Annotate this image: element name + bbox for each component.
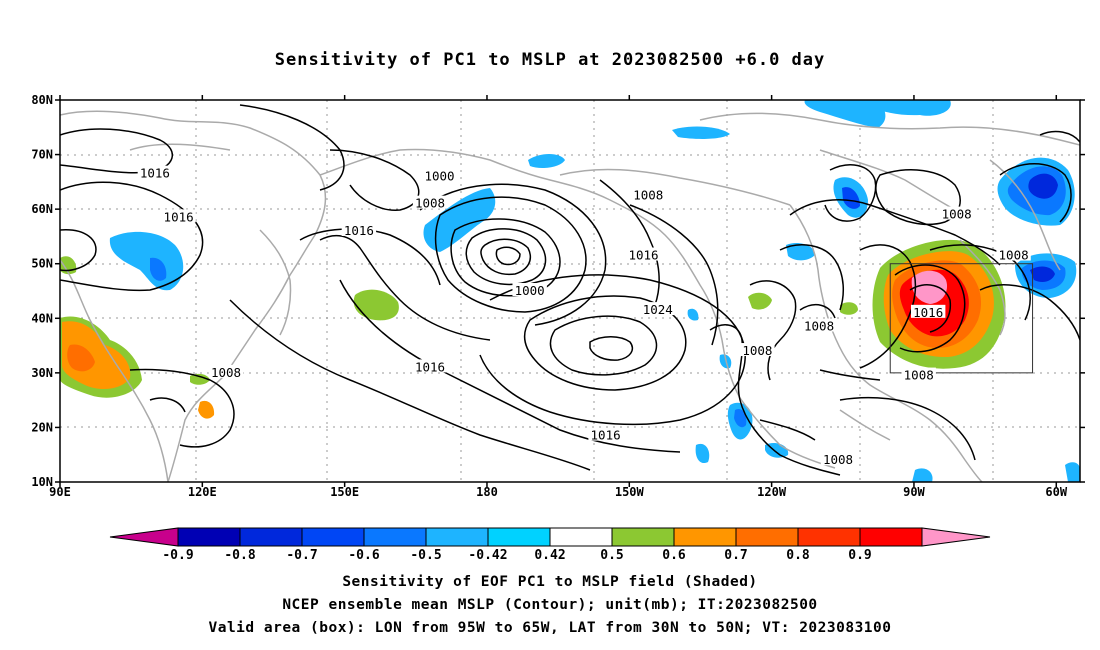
lon-label: 120W [757,485,787,499]
contour-label-bg [422,168,457,182]
contour-label: 1016 [913,305,943,320]
lat-label: 30N [31,366,53,380]
contour-label-bg [901,367,936,381]
colorbar-segment [487,527,551,547]
colorbar-label: -0.8 [224,548,255,563]
contour-label-bg [161,209,196,223]
colorbar-label: 0.5 [600,548,623,563]
contour-label-bg [137,165,173,179]
colorbar-segment [177,527,241,547]
lon-label: 150W [615,485,645,499]
lat-label: 70N [31,148,53,162]
colorbar-label: 0.8 [786,548,810,563]
lon-label: 180 [476,485,498,499]
map-frame [59,99,1081,483]
caption-valid-area: Valid area (box): LON from 95W to 65W, L… [208,620,892,636]
lon-label: 60W [1045,485,1067,499]
colorbar-min-triangle [109,527,179,547]
contour-label-bg [910,304,946,318]
contour-label: 1008 [742,343,772,358]
longitude-labels: 90E 120E 150E 180 150W 120W 90W 60W [49,485,1068,499]
caption-contour: NCEP ensemble mean MSLP (Contour); unit(… [282,597,818,613]
contour-label: 1016 [591,428,621,443]
mslp-contours [60,104,1080,476]
lon-label: 150E [330,485,359,499]
colorbar-segment [673,527,737,547]
colorbar-segment [363,527,427,547]
contour-label-bg [512,283,547,296]
colorbar-label: 0.42 [534,548,565,563]
contour-label-bg [939,206,974,220]
contour-label: 1000 [424,168,454,183]
colorbar-segment [611,527,675,547]
colorbar-segment [797,527,861,547]
colorbar-segment [735,527,799,547]
contour-label: 1008 [942,207,972,222]
lat-label: 50N [31,257,53,271]
contour-label-bg [820,452,856,466]
colorbar-label: -0.9 [162,548,193,563]
sensitivity-shading [60,100,1080,482]
valid-area-box [889,263,1034,374]
contour-label-bg [640,302,675,316]
contour-label-bg [996,247,1031,261]
lon-label: 90E [49,485,71,499]
contour-label-bg [412,195,448,209]
lat-label: 10N [31,475,53,489]
contour-label-bg [631,187,666,201]
colorbar-segment [301,527,365,547]
contour-label: 1000 [515,283,545,298]
contour-label: 1016 [415,359,445,374]
contour-label: 1008 [904,368,934,383]
contour-label: 1008 [415,196,445,211]
colorbar-label: -0.6 [348,548,379,563]
contour-label: 1008 [211,365,241,380]
colorbar-labels: -0.9 -0.8 -0.7 -0.6 -0.5 -0.42 0.42 0.5 0.6 0.7 0.… [162,548,871,563]
contour-label: 1016 [140,166,170,181]
colorbar-label: -0.42 [468,548,507,563]
colorbar-label: -0.5 [410,548,441,563]
contour-label: 1016 [164,209,194,224]
colorbar-label: -0.7 [286,548,317,563]
colorbar-label: 0.9 [848,548,871,563]
contour-label-group: 1016 1016 1000 1008 1016 1008 1016 1000 1024 1016… [137,165,1031,467]
contour-label-bg [626,247,661,261]
contour-label-bg [341,222,377,236]
axis-ticks [55,95,1085,487]
contour-label-bg [801,318,837,332]
contour-label-bg [412,359,448,373]
map-title: Sensitivity of PC1 to MSLP at 2023082500… [274,50,826,70]
contour-label: 1008 [999,248,1029,263]
colorbar-segment [549,527,613,547]
caption-shaded: Sensitivity of EOF PC1 to MSLP field (Sh… [342,574,758,590]
lat-label: 20N [31,420,53,434]
contour-label: 1008 [804,318,834,333]
contour-label-bg [588,427,623,441]
lat-label: 60N [31,202,53,216]
contour-label-bg [208,364,244,378]
lon-label: 90W [903,485,925,499]
colorbar-segment [239,527,303,547]
colorbar-max-triangle [921,527,991,547]
contour-label-bg [740,343,775,357]
lat-label: 80N [31,93,53,107]
contour-label: 1008 [633,188,663,203]
lat-label: 40N [31,311,53,325]
contour-label: 1016 [344,223,374,238]
lon-label: 120E [188,485,217,499]
contour-label: 1008 [823,452,853,467]
contour-label: 1024 [643,302,673,317]
contour-label: 1016 [628,248,658,263]
colorbar-segment [425,527,489,547]
colorbar-segment [859,527,923,547]
latitude-labels: 80N 70N 60N 50N 40N 30N 20N 10N [31,93,53,489]
coastlines [60,110,1080,482]
colorbar-label: 0.6 [662,548,686,563]
colorbar-label: 0.7 [724,548,747,563]
colorbar [109,527,991,547]
